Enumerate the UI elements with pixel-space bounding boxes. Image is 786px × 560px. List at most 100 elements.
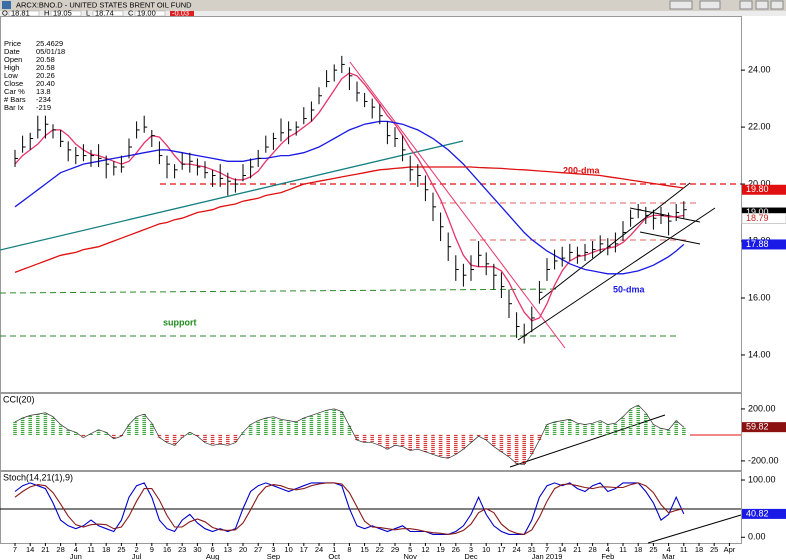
cci-panel bbox=[0, 393, 742, 471]
cci-line bbox=[14, 404, 685, 466]
x-tick-label: 18 bbox=[102, 545, 110, 554]
quote-label: H bbox=[44, 8, 49, 17]
channel-line bbox=[629, 207, 701, 223]
y-tick-label: 22.00 bbox=[748, 121, 771, 131]
quote-value: 19.00 bbox=[137, 8, 156, 17]
x-tick-label: 25 bbox=[117, 545, 125, 554]
annotation: support bbox=[163, 317, 197, 327]
quote-label: L bbox=[86, 8, 90, 17]
x-tick-label: 10 bbox=[284, 545, 292, 554]
month-label: Jun bbox=[70, 552, 82, 560]
moving-average bbox=[14, 166, 684, 274]
month-label: Nov bbox=[404, 552, 418, 560]
x-tick-label: 20 bbox=[239, 545, 247, 554]
x-tick-label: 1 bbox=[332, 545, 336, 554]
x-tick-label: 29 bbox=[391, 545, 399, 554]
price-label-box bbox=[742, 207, 786, 218]
trendline bbox=[0, 140, 464, 251]
annotation: 50-dma bbox=[613, 284, 646, 294]
quote-box bbox=[50, 10, 82, 17]
quote-label: O bbox=[2, 8, 8, 17]
info-label: # Bars bbox=[4, 95, 26, 104]
info-value: 20.40 bbox=[36, 79, 55, 88]
price-label: 19.00 bbox=[746, 207, 769, 217]
info-value: -219 bbox=[36, 103, 51, 112]
info-label: High bbox=[4, 63, 19, 72]
month-label: Oct bbox=[328, 552, 341, 560]
channel-line bbox=[639, 231, 701, 245]
price-label: 19.80 bbox=[746, 184, 769, 194]
x-tick-label: 4 bbox=[74, 545, 78, 554]
x-tick-label: 22 bbox=[376, 545, 384, 554]
quote-bar bbox=[0, 11, 786, 16]
value-box bbox=[742, 508, 786, 519]
x-tick-label: 14 bbox=[26, 545, 34, 554]
price-label: 18.79 bbox=[746, 213, 769, 223]
quote-box bbox=[92, 10, 124, 17]
info-value: 20.58 bbox=[36, 55, 55, 64]
value-label: 40.82 bbox=[746, 508, 769, 518]
cci-trendline bbox=[509, 414, 666, 468]
info-value: 13.8 bbox=[36, 87, 51, 96]
y-tick-label: 20.00 bbox=[748, 178, 771, 188]
month-label: Dec bbox=[464, 552, 478, 560]
x-tick-label: 21 bbox=[573, 545, 581, 554]
x-tick-label: 11 bbox=[619, 545, 627, 554]
change-box bbox=[170, 11, 194, 16]
x-tick-label: 3 bbox=[469, 545, 473, 554]
x-tick-label: 11 bbox=[680, 545, 688, 554]
x-tick-label: 15 bbox=[360, 545, 368, 554]
x-tick-label: 8 bbox=[347, 545, 351, 554]
x-tick-label: 19 bbox=[436, 545, 444, 554]
panel-title: Stoch(14,21(1),9) bbox=[3, 472, 73, 482]
stoch-line bbox=[14, 482, 684, 535]
chart-title: ARCX:BNO.D - UNITED STATES BRENT OIL FUN… bbox=[16, 0, 192, 9]
quote-value: 18.81 bbox=[11, 8, 30, 17]
info-value: 05/01/18 bbox=[36, 47, 65, 56]
x-tick-label: 26 bbox=[452, 545, 460, 554]
info-value: -234 bbox=[36, 95, 51, 104]
change-value: -0.03 bbox=[172, 8, 189, 17]
toolbar-button[interactable] bbox=[669, 0, 693, 10]
x-tick-label: 18 bbox=[634, 545, 642, 554]
x-tick-label: 7 bbox=[13, 545, 17, 554]
x-tick-label: 25 bbox=[710, 545, 718, 554]
x-tick-label: 6 bbox=[211, 545, 215, 554]
window-button[interactable] bbox=[770, 0, 784, 10]
info-label: Bar Ix bbox=[4, 103, 24, 112]
quote-box bbox=[8, 10, 40, 17]
price-label-box bbox=[742, 184, 786, 195]
stoch-panel bbox=[0, 471, 742, 544]
title-bar bbox=[0, 0, 786, 11]
y-tick-label: -200.00 bbox=[748, 455, 779, 465]
stoch-trendline bbox=[647, 514, 742, 544]
x-tick-label: 3 bbox=[271, 545, 275, 554]
annotation: 200-dma bbox=[563, 165, 601, 175]
trendline bbox=[349, 61, 566, 349]
quote-label: C bbox=[128, 8, 134, 17]
y-tick-label: 100.00 bbox=[748, 474, 776, 484]
x-tick-label: 11 bbox=[87, 545, 95, 554]
x-tick-label: 12 bbox=[421, 545, 429, 554]
toolbar-button[interactable] bbox=[699, 0, 721, 10]
x-tick-label: 2 bbox=[135, 545, 139, 554]
month-label: Mar bbox=[662, 552, 675, 560]
info-value: 20.58 bbox=[36, 63, 55, 72]
price-panel bbox=[0, 16, 742, 393]
app-icon bbox=[2, 1, 11, 9]
x-tick-label: 28 bbox=[588, 545, 596, 554]
x-tick-label: 24 bbox=[315, 545, 323, 554]
x-tick-label: 14 bbox=[558, 545, 566, 554]
x-tick-label: 5 bbox=[408, 545, 412, 554]
x-tick-label: 7 bbox=[545, 545, 549, 554]
x-tick-label: 10 bbox=[482, 545, 490, 554]
window-button[interactable] bbox=[739, 0, 753, 10]
x-tick-label: 30 bbox=[193, 545, 201, 554]
x-tick-label: 4 bbox=[606, 545, 610, 554]
window-button[interactable] bbox=[755, 0, 769, 10]
x-tick-label: 4 bbox=[667, 545, 671, 554]
x-tick-label: 27 bbox=[254, 545, 262, 554]
value-box bbox=[742, 422, 786, 433]
x-tick-label: 25 bbox=[649, 545, 657, 554]
